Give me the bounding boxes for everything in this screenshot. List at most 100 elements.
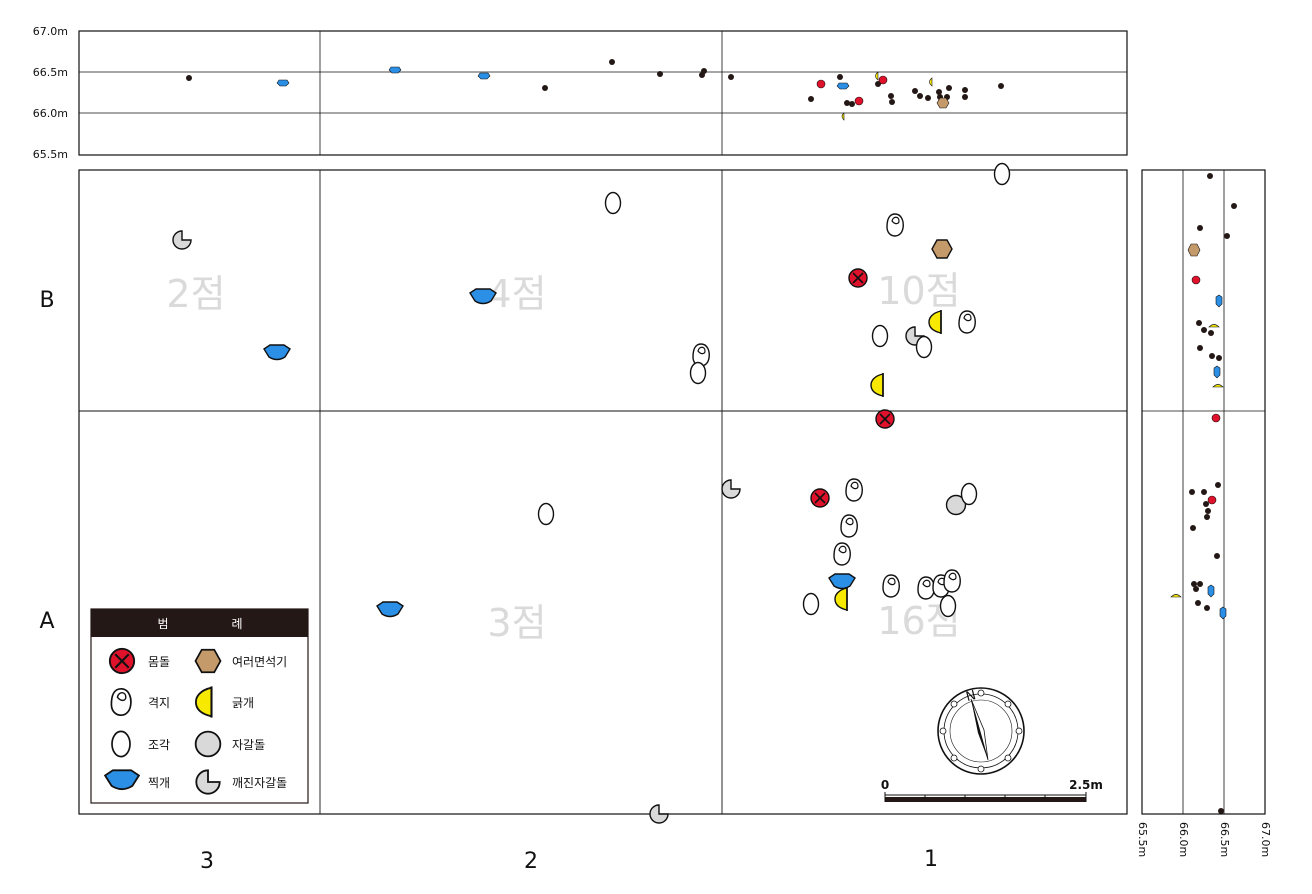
chip-icon [537, 502, 555, 526]
profile-point [962, 94, 968, 100]
profile-point [701, 68, 707, 74]
legend: 범 례 몸돌 여러면석기 격지 긁개 조각 자갈돌 찍개 깨진자갈돌 [90, 608, 309, 804]
profile-point-polyhedron [1187, 243, 1201, 257]
elevation-tick-label: 66.0m [1177, 822, 1190, 857]
compass-north-label: N [964, 688, 977, 705]
scale-bar-fill [885, 797, 1086, 802]
profile-point [1201, 489, 1207, 495]
profile-point [1214, 553, 1220, 559]
profile-point-core [878, 75, 888, 85]
row-label-a: A [39, 609, 54, 634]
compass-tick [1004, 700, 1012, 708]
profile-point [609, 59, 615, 65]
legend-label: 자갈돌 [232, 738, 265, 752]
column-label-2: 2 [524, 849, 538, 874]
elevation-tick-label: 66.0m [33, 107, 68, 120]
plan-view: B A 3 2 1 2점 4점 10점 3점 16점 [39, 162, 1128, 874]
profile-point [1197, 345, 1203, 351]
profile-points [186, 59, 1004, 121]
profile-point-core [816, 79, 826, 89]
profile-point [1204, 514, 1210, 520]
profile-point [936, 89, 942, 95]
profile-point [849, 101, 855, 107]
polyhedron-icon [931, 239, 953, 259]
profile-point [925, 95, 931, 101]
flake-icon [917, 576, 935, 600]
profile-point [889, 99, 895, 105]
scale-start-label: 0 [881, 778, 889, 792]
profile-point-chopper [1215, 294, 1223, 308]
profile-point [1197, 225, 1203, 231]
profile-point [542, 85, 548, 91]
profile-point-chopper [388, 66, 402, 74]
profile-point [844, 100, 850, 106]
count-label-b2: 4점 [487, 272, 546, 316]
profile-point [1190, 525, 1196, 531]
profile-point [1191, 581, 1197, 587]
profile-point-scraper [841, 112, 845, 121]
profile-point-core [1211, 413, 1221, 423]
elevation-tick-label: 67.0m [33, 25, 68, 38]
profile-point [1189, 489, 1195, 495]
profile-point [875, 81, 881, 87]
profile-point-core [854, 96, 864, 106]
elevation-tick-label: 65.5m [33, 148, 68, 161]
profile-point-chopper [1219, 606, 1227, 620]
elevation-tick-label: 66.5m [33, 66, 68, 79]
profile-point-scraper [929, 77, 933, 87]
count-label-b3: 2점 [166, 272, 225, 316]
pebble-icon [194, 730, 222, 758]
flake-icon [833, 542, 851, 566]
profile-point [1195, 600, 1201, 606]
chip-icon [939, 594, 957, 618]
elevation-tick-label: 67.0m [1259, 822, 1272, 857]
profile-point-chopper [1207, 584, 1215, 598]
compass-tick [939, 727, 947, 735]
legend-label: 격지 [148, 696, 170, 710]
core-icon [875, 409, 895, 429]
profile-point [1196, 320, 1202, 326]
chip-icon [993, 162, 1011, 186]
chip-icon [960, 482, 978, 506]
chip-icon [915, 335, 933, 359]
scale-ticks [884, 792, 1087, 802]
flake-icon [845, 478, 863, 502]
flake-icon [958, 310, 976, 334]
column-label-1: 1 [924, 847, 938, 872]
top-elevation-profile: 67.0m 66.5m 66.0m 65.5m [33, 25, 1128, 161]
profile-point-scraper [1208, 324, 1220, 328]
side-elevation-profile: 65.5m 66.0m 66.5m 67.0m [1136, 169, 1272, 857]
profile-point [1193, 586, 1199, 592]
legend-label: 깨진자갈돌 [232, 776, 287, 790]
elevation-tick-label: 66.5m [1218, 822, 1231, 857]
flake-icon [943, 569, 961, 593]
profile-point-scraper [1212, 384, 1224, 388]
profile-point [808, 96, 814, 102]
compass-tick [950, 754, 958, 762]
side-profile-points [1170, 173, 1237, 814]
chip-icon [689, 361, 707, 385]
profile-point-chopper [1213, 365, 1221, 379]
profile-point [1215, 482, 1221, 488]
profile-point-scraper [1170, 594, 1182, 598]
profile-point [1207, 173, 1213, 179]
profile-point [728, 74, 734, 80]
compass-tick [1015, 727, 1023, 735]
top-profile-frame [78, 30, 1128, 156]
profile-point-core [1207, 495, 1217, 505]
count-label-a2: 3점 [487, 601, 546, 645]
profile-point [1205, 508, 1211, 514]
profile-point [1216, 355, 1222, 361]
compass-tick [977, 765, 985, 773]
profile-point [962, 87, 968, 93]
profile-point-scraper [875, 71, 879, 81]
profile-point [1224, 233, 1230, 239]
profile-point-polyhedron [936, 97, 950, 109]
profile-point [1209, 353, 1215, 359]
profile-point [1203, 501, 1209, 507]
compass-needle [970, 698, 989, 761]
legend-label: 조각 [148, 738, 170, 752]
profile-point-chopper [477, 72, 491, 80]
compass-rose: N [937, 687, 1025, 775]
